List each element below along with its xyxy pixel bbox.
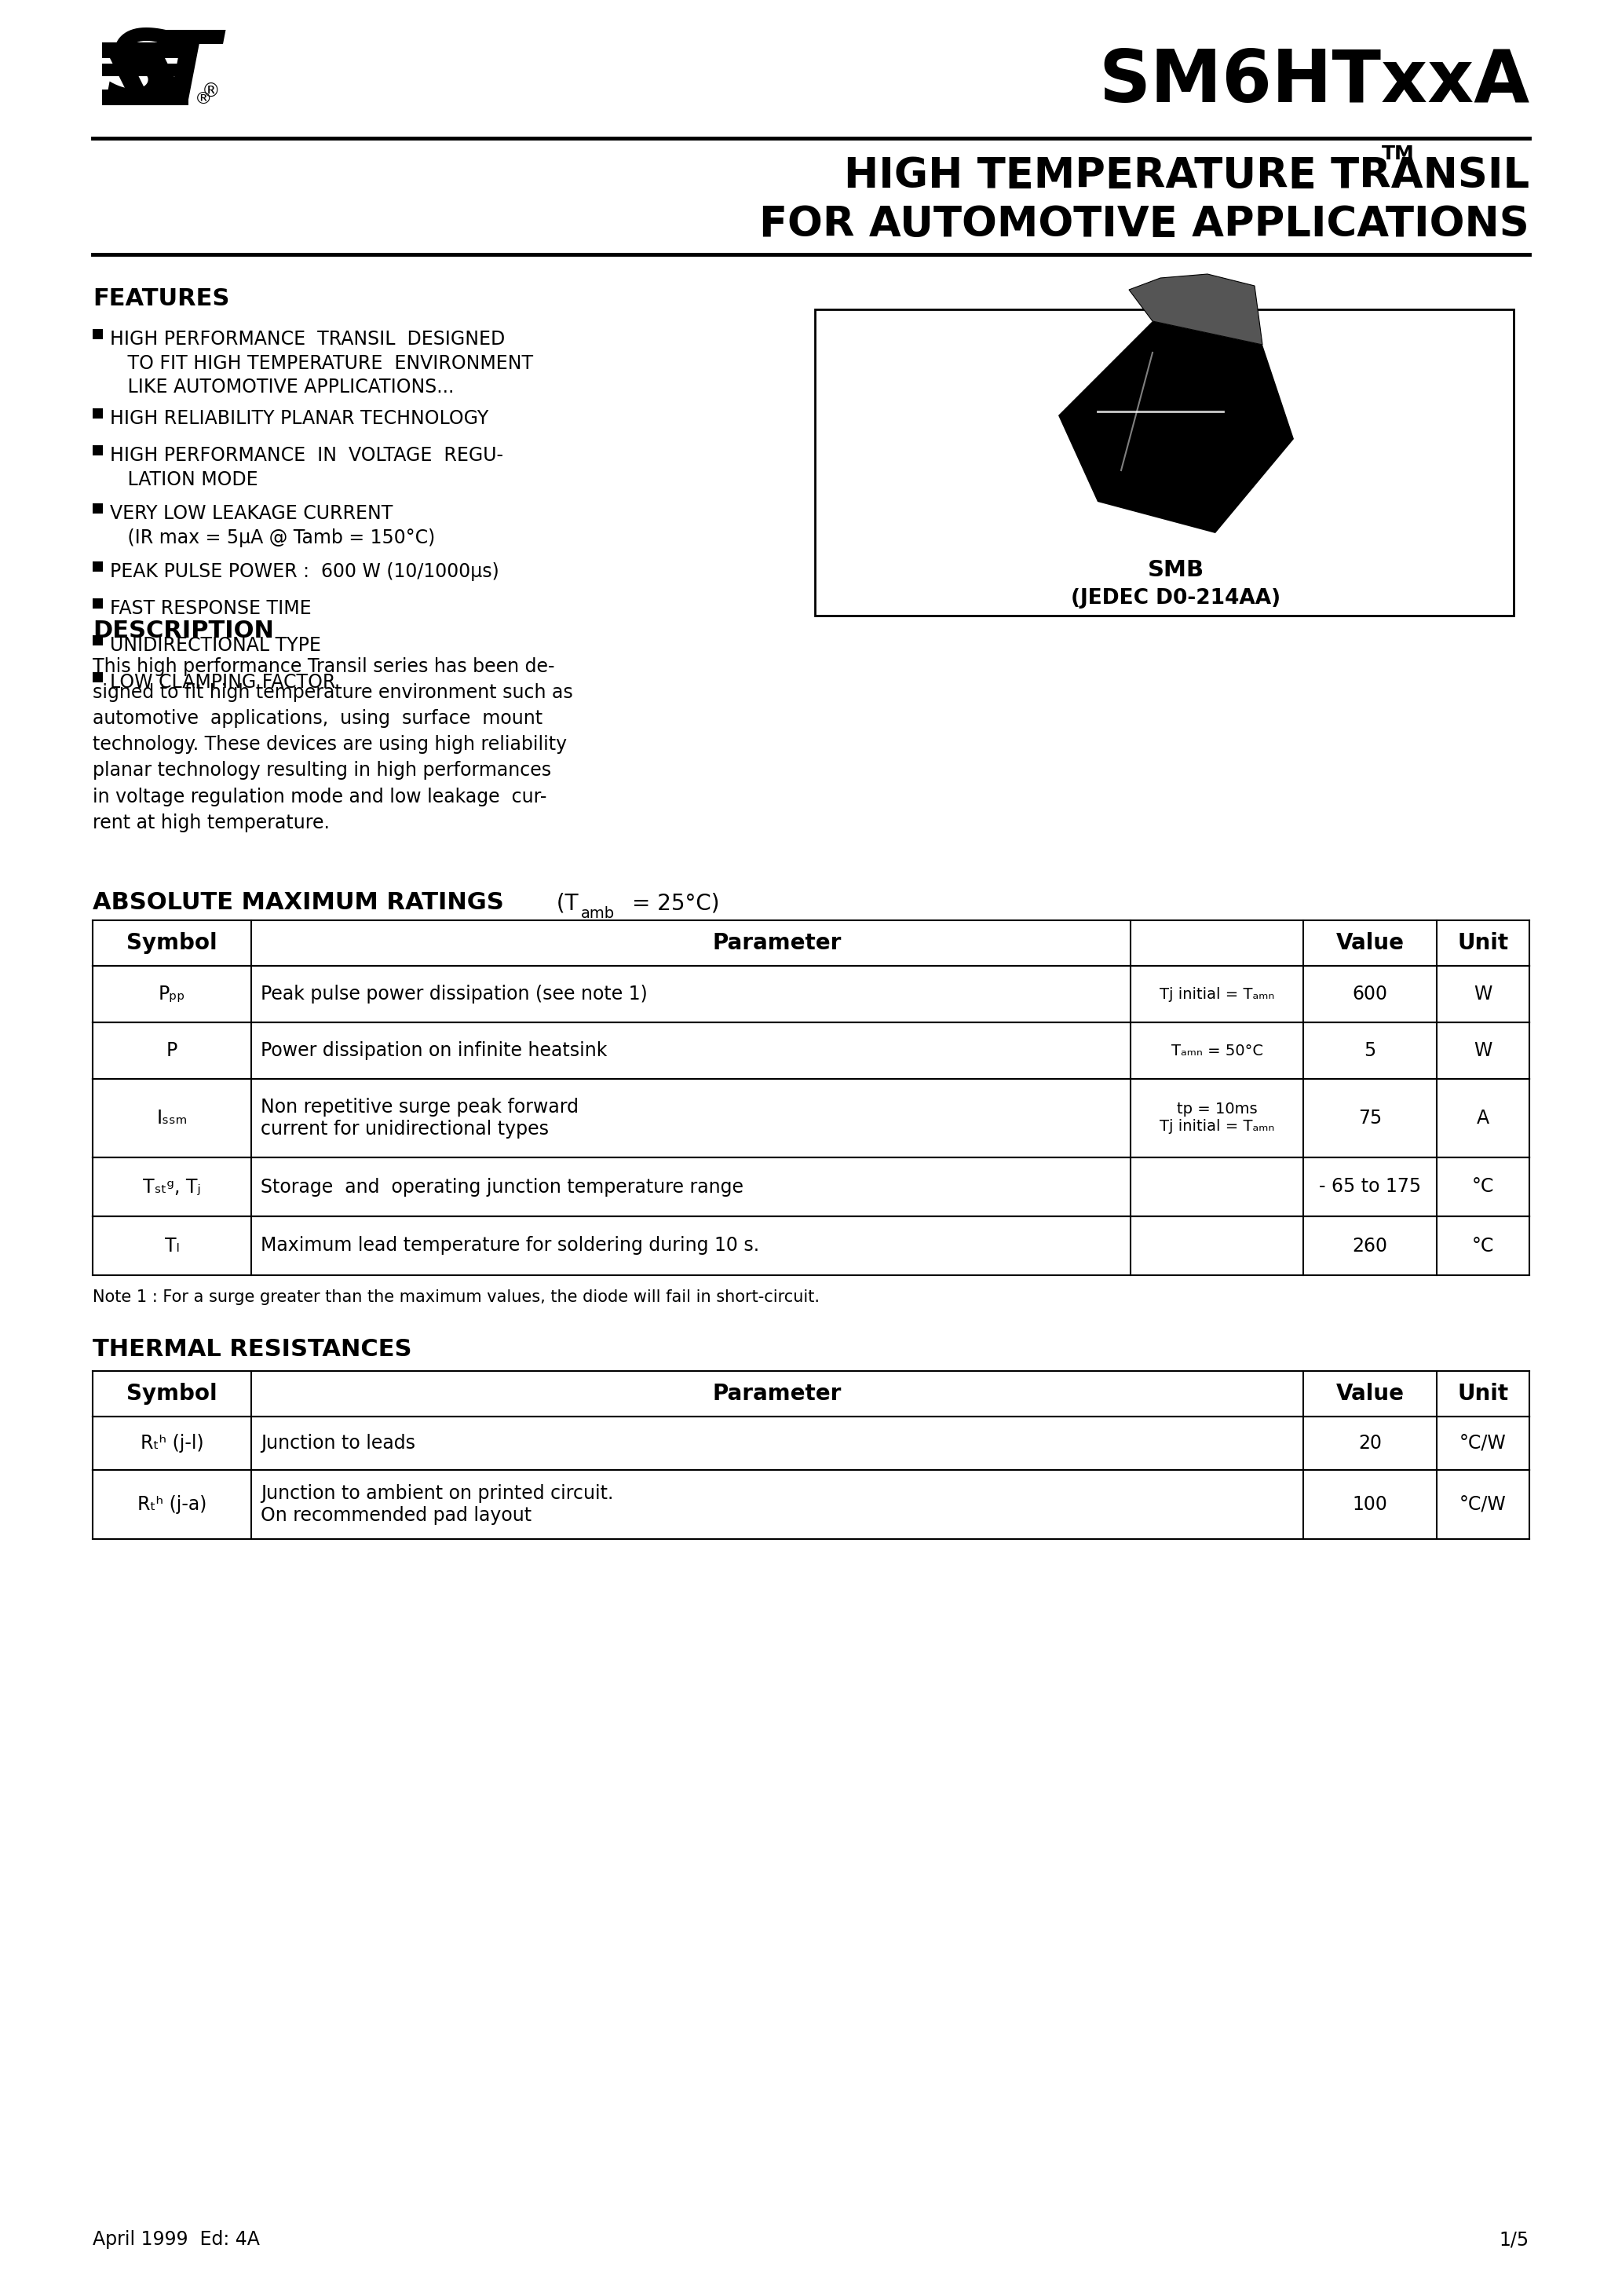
Polygon shape (102, 41, 188, 57)
Text: Value: Value (1337, 1382, 1405, 1405)
Text: SM6HTxxA: SM6HTxxA (1098, 46, 1530, 117)
Bar (92, 599, 102, 608)
Text: April 1999  Ed: 4A: April 1999 Ed: 4A (92, 2229, 260, 2248)
Text: Iₛₛₘ: Iₛₛₘ (156, 1109, 188, 1127)
Text: °C: °C (1471, 1178, 1494, 1196)
Text: PEAK PULSE POWER :  600 W (10/1000μs): PEAK PULSE POWER : 600 W (10/1000μs) (110, 563, 500, 581)
Polygon shape (1129, 273, 1262, 344)
Text: ABSOLUTE MAXIMUM RATINGS: ABSOLUTE MAXIMUM RATINGS (92, 891, 504, 914)
Text: DESCRIPTION: DESCRIPTION (92, 620, 274, 643)
Text: Junction to leads: Junction to leads (261, 1433, 415, 1453)
Text: FEATURES: FEATURES (92, 287, 230, 310)
Text: Peak pulse power dissipation (see note 1): Peak pulse power dissipation (see note 1… (261, 985, 647, 1003)
Text: ®: ® (195, 92, 212, 108)
Text: Rₜʰ (j-a): Rₜʰ (j-a) (138, 1495, 206, 1513)
Text: Symbol: Symbol (127, 1382, 217, 1405)
Text: TM: TM (1382, 145, 1414, 163)
Text: 1/5: 1/5 (1499, 2229, 1530, 2248)
Text: This high performance Transil series has been de-
signed to fit high temperature: This high performance Transil series has… (92, 657, 573, 831)
Text: (T: (T (550, 893, 577, 914)
Text: THERMAL RESISTANCES: THERMAL RESISTANCES (92, 1339, 412, 1362)
Text: 260: 260 (1353, 1235, 1388, 1256)
Bar (92, 563, 102, 572)
Text: 100: 100 (1353, 1495, 1387, 1513)
Text: Pₚₚ: Pₚₚ (159, 985, 185, 1003)
Text: Non repetitive surge peak forward
current for unidirectional types: Non repetitive surge peak forward curren… (261, 1097, 579, 1139)
Text: Tj initial = Tₐₘₙ: Tj initial = Tₐₘₙ (1160, 987, 1275, 1001)
Text: A: A (1476, 1109, 1489, 1127)
Text: 600: 600 (1353, 985, 1388, 1003)
Bar (92, 328, 102, 340)
Text: UNIDIRECTIONAL TYPE: UNIDIRECTIONAL TYPE (110, 636, 321, 654)
Text: FOR AUTOMOTIVE APPLICATIONS: FOR AUTOMOTIVE APPLICATIONS (759, 204, 1530, 246)
Text: HIGH PERFORMANCE  IN  VOLTAGE  REGU-
   LATION MODE: HIGH PERFORMANCE IN VOLTAGE REGU- LATION… (110, 445, 503, 489)
Text: ®: ® (201, 83, 221, 101)
Bar (92, 673, 102, 682)
Text: Parameter: Parameter (712, 1382, 842, 1405)
Text: 20: 20 (1358, 1433, 1382, 1453)
FancyBboxPatch shape (814, 310, 1513, 615)
Text: Unit: Unit (1458, 1382, 1508, 1405)
Polygon shape (1058, 321, 1294, 533)
Text: 5: 5 (1364, 1040, 1375, 1061)
Text: Tₗ: Tₗ (164, 1235, 180, 1256)
Text: - 65 to 175: - 65 to 175 (1319, 1178, 1421, 1196)
Text: Tₛₜᵍ, Tⱼ: Tₛₜᵍ, Tⱼ (143, 1178, 201, 1196)
Text: Junction to ambient on printed circuit.
On recommended pad layout: Junction to ambient on printed circuit. … (261, 1483, 613, 1525)
Text: 75: 75 (1358, 1109, 1382, 1127)
Text: HIGH PERFORMANCE  TRANSIL  DESIGNED
   TO FIT HIGH TEMPERATURE  ENVIRONMENT
   L: HIGH PERFORMANCE TRANSIL DESIGNED TO FIT… (110, 331, 534, 397)
Text: Unit: Unit (1458, 932, 1508, 955)
Text: Power dissipation on infinite heatsink: Power dissipation on infinite heatsink (261, 1040, 607, 1061)
Polygon shape (102, 90, 188, 106)
Text: Maximum lead temperature for soldering during 10 s.: Maximum lead temperature for soldering d… (261, 1235, 759, 1256)
Text: Note 1 : For a surge greater than the maximum values, the diode will fail in sho: Note 1 : For a surge greater than the ma… (92, 1290, 819, 1304)
Text: Rₜʰ (j-l): Rₜʰ (j-l) (139, 1433, 204, 1453)
Polygon shape (102, 41, 152, 106)
Polygon shape (102, 64, 188, 76)
Text: HIGH RELIABILITY PLANAR TECHNOLOGY: HIGH RELIABILITY PLANAR TECHNOLOGY (110, 409, 488, 427)
Text: Tₐₘₙ = 50°C: Tₐₘₙ = 50°C (1171, 1042, 1264, 1058)
Text: W: W (1474, 1040, 1492, 1061)
Text: W: W (1474, 985, 1492, 1003)
Text: FAST RESPONSE TIME: FAST RESPONSE TIME (110, 599, 311, 618)
Text: Value: Value (1337, 932, 1405, 955)
Polygon shape (138, 41, 188, 106)
Text: tp = 10ms
Tj initial = Tₐₘₙ: tp = 10ms Tj initial = Tₐₘₙ (1160, 1102, 1275, 1134)
Text: °C/W: °C/W (1460, 1433, 1507, 1453)
Text: °C/W: °C/W (1460, 1495, 1507, 1513)
Text: °C: °C (1471, 1235, 1494, 1256)
Text: = 25°C): = 25°C) (633, 893, 720, 914)
Text: P: P (167, 1040, 177, 1061)
Bar (92, 636, 102, 645)
Bar (92, 409, 102, 418)
Text: HIGH TEMPERATURE TRANSIL: HIGH TEMPERATURE TRANSIL (843, 156, 1530, 195)
Text: S: S (104, 25, 175, 122)
Text: (JEDEC D0-214AA): (JEDEC D0-214AA) (1071, 588, 1281, 608)
Text: Symbol: Symbol (127, 932, 217, 955)
Text: amb: amb (581, 907, 615, 921)
Text: LOW CLAMPING FACTOR: LOW CLAMPING FACTOR (110, 673, 336, 691)
Bar (92, 445, 102, 455)
Text: SMB: SMB (1148, 560, 1205, 581)
Bar (92, 503, 102, 514)
Text: VERY LOW LEAKAGE CURRENT
   (IR max = 5μA @ Tamb = 150°C): VERY LOW LEAKAGE CURRENT (IR max = 5μA @… (110, 505, 435, 546)
Text: T: T (151, 25, 219, 122)
Text: Parameter: Parameter (712, 932, 842, 955)
Text: Storage  and  operating junction temperature range: Storage and operating junction temperatu… (261, 1178, 743, 1196)
